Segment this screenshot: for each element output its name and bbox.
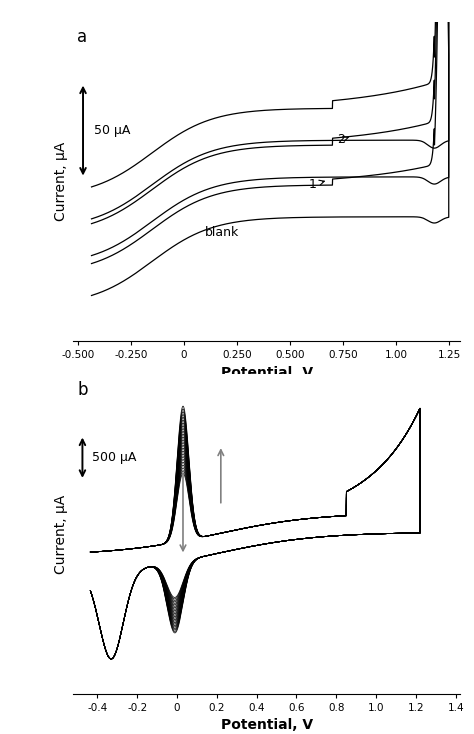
- Text: b: b: [77, 381, 88, 399]
- Text: 500 μA: 500 μA: [92, 451, 137, 464]
- Text: 2: 2: [337, 134, 348, 146]
- Text: a: a: [77, 29, 88, 46]
- X-axis label: Potential, V: Potential, V: [220, 718, 313, 733]
- Text: blank: blank: [205, 226, 239, 239]
- Text: 50 μA: 50 μA: [94, 124, 130, 137]
- Y-axis label: Current, μA: Current, μA: [54, 495, 68, 573]
- Text: 1: 1: [309, 178, 324, 191]
- X-axis label: Potential, V: Potential, V: [220, 366, 313, 380]
- Y-axis label: Current, μA: Current, μA: [54, 142, 68, 221]
